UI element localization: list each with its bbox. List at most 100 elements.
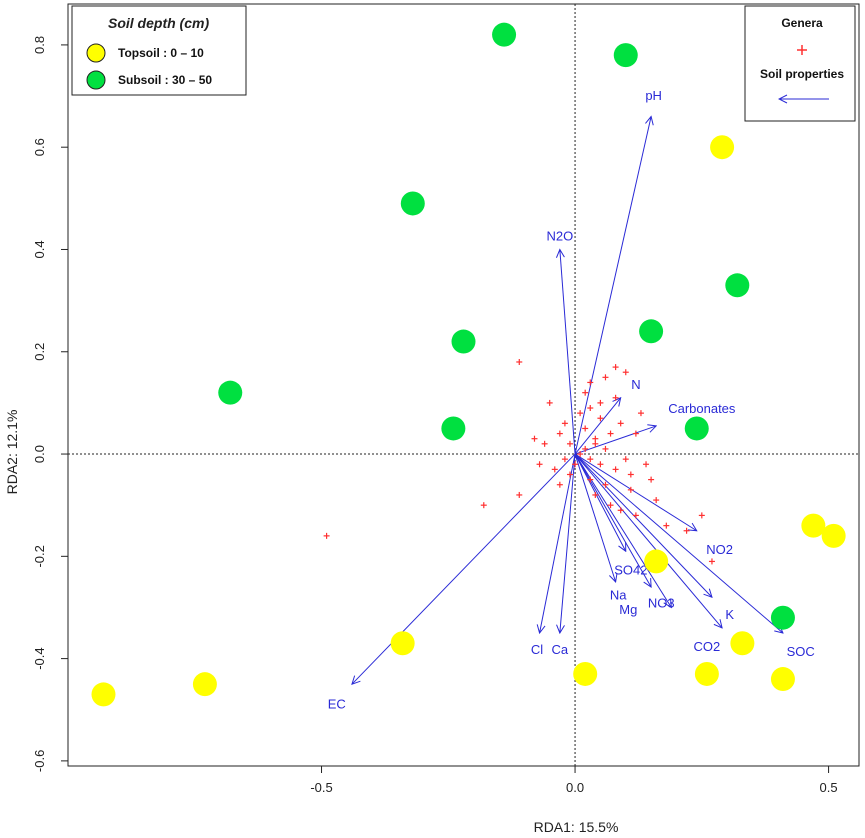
topsoil-sample-point [390,631,415,656]
symbol-legend-box [744,5,856,122]
genus-point [541,440,548,447]
y-tick-label: 0.8 [32,36,47,54]
genera-points [323,358,715,565]
genus-point [556,430,563,437]
topsoil-sample-point [770,667,795,692]
vector-arrow-k [574,453,712,597]
genus-point [572,461,579,468]
topsoil-sample-point [801,513,826,538]
vector-label-so42: SO42 [614,563,647,578]
genus-point [551,466,558,473]
genus-point [592,491,599,498]
topsoil-sample-point [694,661,719,686]
genus-point [607,430,614,437]
subsoil-sample-point [613,43,638,68]
subsoil-sample-point [492,22,517,47]
vector-label-na: Na [610,588,627,603]
genus-point [577,451,584,458]
vector-label-n: N [631,377,640,392]
subsoil-sample-point [639,319,664,344]
topsoil-sample-point [573,661,598,686]
genus-point [643,461,650,468]
topsoil-sample-point [710,135,735,160]
genus-point [612,364,619,371]
genus-point [323,532,330,539]
vector-label-mg: Mg [619,602,637,617]
vector-arrow-n [574,398,621,455]
genus-point [632,430,639,437]
subsoil-sample-point [770,605,795,630]
genus-point [582,425,589,432]
genus-point [480,502,487,509]
legend-subsoil-swatch [86,70,106,90]
x-tick-label: 0.0 [566,780,584,795]
topsoil-sample-point [644,549,669,574]
genus-point [546,399,553,406]
vector-label-n2o: N2O [546,229,573,244]
genus-point [617,507,624,514]
reference-lines [68,4,859,766]
y-tick-label: -0.4 [32,647,47,669]
genus-point [708,558,715,565]
vector-arrow-co2 [574,453,722,628]
legend-subsoil-label: Subsoil : 30 – 50 [118,73,212,87]
vector-arrow-ph [574,117,651,455]
genus-point [597,415,604,422]
vector-arrow-ec [352,453,576,684]
genus-point [602,445,609,452]
legend-topsoil-label: Topsoil : 0 – 10 [118,46,204,60]
genus-point [531,435,538,442]
genus-point [582,389,589,396]
vector-arrow-cl [540,453,576,633]
subsoil-sample-point [451,329,476,354]
y-tick-label: 0.6 [32,138,47,156]
genus-point [516,358,523,365]
genus-point [653,497,660,504]
y-tick-label: 0.4 [32,240,47,258]
subsoil-sample-point [441,416,466,441]
vector-label-ec: EC [328,697,346,712]
vector-arrow-n2o [560,249,576,455]
vector-arrow-na [574,453,616,582]
genus-point [592,435,599,442]
genus-point [698,512,705,519]
genus-point [602,481,609,488]
genus-point [587,405,594,412]
genus-point [587,456,594,463]
subsoil-sample-point [218,380,243,405]
genus-point [566,440,573,447]
genus-point [602,374,609,381]
vector-arrow-ca [560,453,576,633]
symbol-legend: Genera Soil properties [744,5,856,122]
genus-point [612,466,619,473]
genus-point [607,502,614,509]
genus-point [632,512,639,519]
vector-arrow-no2 [574,453,697,531]
x-tick-label: -0.5 [310,780,332,795]
genus-point [587,476,594,483]
genus-point [683,527,690,534]
depth-legend: Soil depth (cm) Topsoil : 0 – 10 Subsoil… [71,5,247,96]
genus-point [612,394,619,401]
legend-genera-symbol [797,45,807,55]
topsoil-sample-point [91,682,116,707]
x-tick-label: 0.5 [820,780,838,795]
vector-arrow-so42 [574,453,626,551]
genus-point [617,420,624,427]
vector-arrow-soc [574,453,783,633]
genus-point [561,420,568,427]
vector-arrow-mg [574,453,651,587]
vector-label-soc: SOC [787,644,815,659]
subsoil-sample-point [684,416,709,441]
vector-label-k: K [725,607,734,622]
vector-arrow-carbonates [574,426,656,455]
x-axis-title: RDA1: 15.5% [534,819,619,835]
genus-point [622,369,629,376]
depth-legend-title: Soil depth (cm) [108,15,209,31]
genus-point [516,491,523,498]
vector-label-cl: Cl [531,642,543,657]
y-tick-label: -0.2 [32,545,47,567]
topsoil-sample-point [821,523,846,548]
